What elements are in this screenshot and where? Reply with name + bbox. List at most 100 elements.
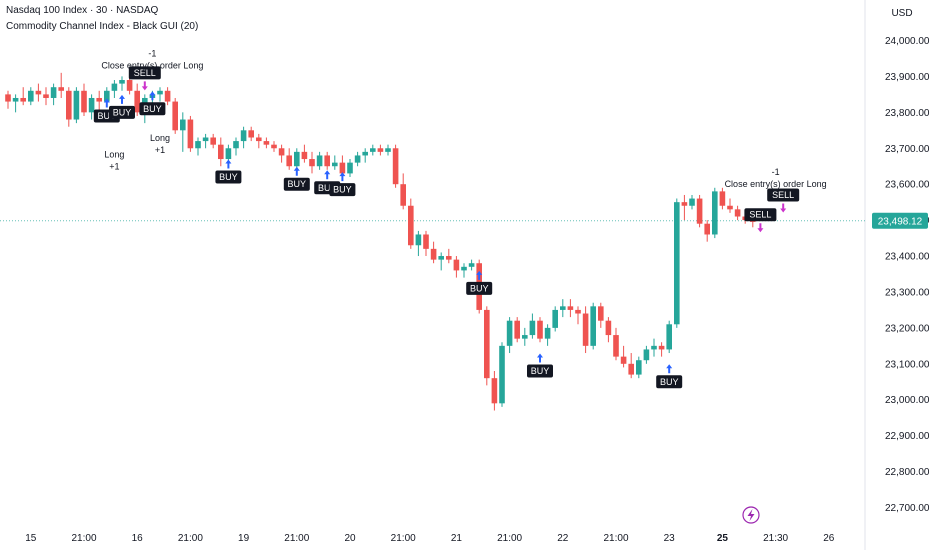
candle-body <box>628 363 634 375</box>
candle-body <box>408 205 414 246</box>
candle <box>187 115 194 152</box>
candle-body <box>134 90 140 113</box>
signal-text: SELL <box>134 68 156 78</box>
candle <box>491 370 498 411</box>
candle-body <box>438 256 444 260</box>
candle <box>324 151 330 170</box>
candle-body <box>651 345 657 350</box>
candle-body <box>529 320 536 336</box>
x-tick-label: 16 <box>132 533 144 544</box>
candle-body <box>28 90 34 102</box>
candle-body <box>392 148 399 185</box>
candle <box>172 97 178 134</box>
trade-note-line: -1 <box>148 49 156 59</box>
candle <box>362 148 368 163</box>
signal-text: BUY <box>333 185 352 195</box>
candle-body <box>50 87 57 98</box>
candle <box>598 302 604 328</box>
candle-body <box>446 256 452 260</box>
candle <box>126 76 133 95</box>
candle <box>256 133 262 149</box>
candle <box>461 263 467 278</box>
candle-body <box>598 306 604 321</box>
candle <box>506 317 513 354</box>
candle-body <box>88 97 95 113</box>
candle <box>88 94 95 120</box>
candle <box>12 94 19 113</box>
y-tick-label: 23,100.00 <box>885 359 930 370</box>
candle-body <box>423 234 429 249</box>
indicator-legend[interactable]: Commodity Channel Index - Black GUI (20) <box>6 21 199 32</box>
candle-body <box>567 306 574 310</box>
trade-note-line: Long <box>150 133 170 143</box>
candle-body <box>377 148 384 152</box>
trade-note-line: Long <box>104 149 124 159</box>
candle-body <box>309 159 315 167</box>
candle <box>734 205 741 221</box>
candle <box>430 241 437 264</box>
candle-body <box>727 205 733 210</box>
signal-text: BUY <box>288 179 307 189</box>
trade-note-line: -1 <box>772 167 780 177</box>
candle-body <box>58 87 64 91</box>
candle <box>392 144 399 188</box>
candle <box>423 230 429 257</box>
y-tick-label: 22,700.00 <box>885 503 930 514</box>
y-tick-label: 23,700.00 <box>885 144 930 155</box>
candle <box>35 83 42 102</box>
candle-body <box>172 101 178 131</box>
trade-note-line: +1 <box>109 161 119 171</box>
candle-body <box>73 90 80 120</box>
candle-body <box>96 97 102 102</box>
candle-body <box>164 90 171 102</box>
short-exit-arrow-icon <box>780 203 787 213</box>
candle-body <box>111 83 118 91</box>
candle-body <box>20 97 26 102</box>
candle-body <box>278 148 285 156</box>
bolt-icon[interactable] <box>742 506 760 524</box>
candle-body <box>225 148 232 160</box>
y-tick-label: 23,200.00 <box>885 323 930 334</box>
long-entry-arrow-icon <box>119 94 125 104</box>
buy-signal-label: BUY <box>139 91 166 116</box>
candle-body <box>636 360 642 375</box>
x-axis[interactable]: 1421:001521:001621:001921:002021:002121:… <box>0 533 835 544</box>
candle <box>278 144 285 163</box>
candle-body <box>233 141 239 149</box>
candle <box>202 133 209 149</box>
candle <box>50 83 57 106</box>
candle-body <box>643 349 650 361</box>
candle-body <box>491 378 498 404</box>
candle <box>96 90 102 113</box>
candle-body <box>332 162 338 167</box>
candle <box>658 342 665 357</box>
trade-note: -1 Close entry(s) order Long <box>725 167 827 189</box>
candle <box>681 194 688 221</box>
candle-body <box>324 155 330 167</box>
candle-body <box>195 141 201 149</box>
candle-body <box>354 155 361 163</box>
candle-body <box>385 148 391 152</box>
candle <box>590 302 596 350</box>
signal-text: BUY <box>113 107 132 117</box>
buy-signal-label: BUY <box>329 172 356 197</box>
trade-note-line: Close entry(s) order Long <box>101 61 203 71</box>
long-entry-arrow-icon <box>537 353 543 363</box>
candle <box>643 345 650 364</box>
short-exit-arrow-icon <box>757 223 764 233</box>
candle <box>544 324 551 346</box>
currency-selector[interactable]: USD <box>891 8 913 19</box>
buy-signal-label: BUY <box>527 353 553 378</box>
short-exit-arrow-icon <box>141 81 148 91</box>
candle <box>567 299 574 318</box>
candle <box>43 87 49 106</box>
candle-body <box>582 313 589 346</box>
signal-box <box>744 208 777 222</box>
last-price-badge-bg <box>872 212 928 229</box>
y-axis[interactable]: 24,000.00 23,900.00 23,800.00 23,700.00 23,6… <box>885 36 930 514</box>
candle-body <box>66 90 72 120</box>
candle-body <box>575 309 581 314</box>
candle-body <box>240 130 247 142</box>
y-tick-label: 23,800.00 <box>885 108 930 119</box>
